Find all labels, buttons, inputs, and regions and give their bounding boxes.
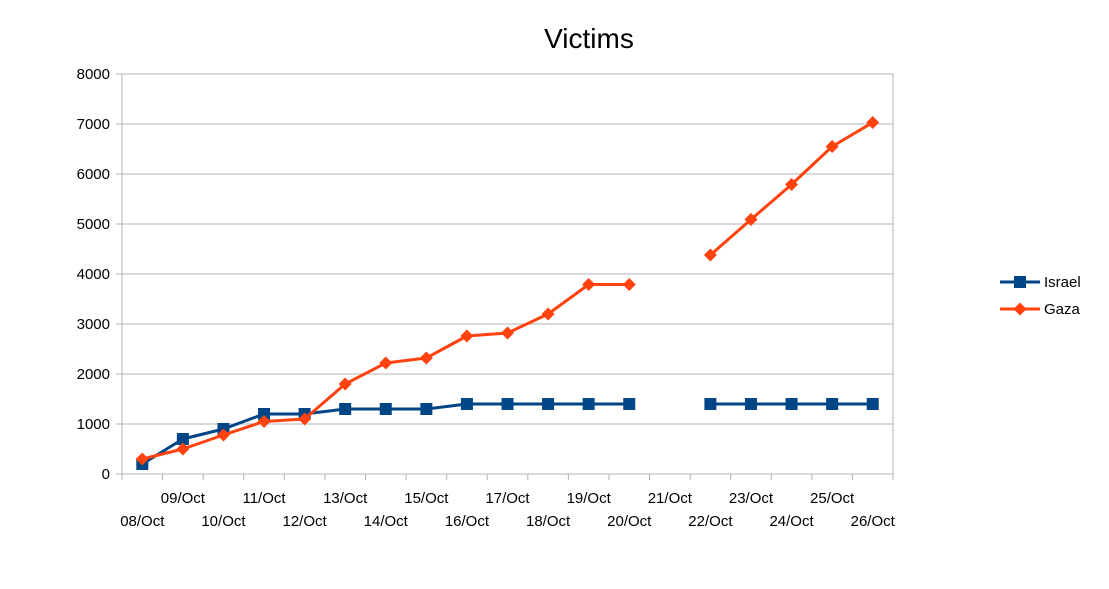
x-tick-label: 11/Oct — [242, 490, 286, 507]
data-point-israel — [623, 398, 636, 410]
data-point-gaza — [582, 278, 596, 291]
y-tick-label: 2000 — [77, 366, 110, 383]
legend-marker-gaza — [1013, 302, 1027, 316]
x-tick-label: 24/Oct — [769, 513, 814, 530]
x-tick-label: 13/Oct — [323, 490, 368, 507]
x-tick-label: 10/Oct — [201, 513, 246, 530]
data-point-israel — [501, 398, 514, 410]
data-point-gaza — [825, 140, 839, 153]
y-tick-label: 0 — [102, 466, 110, 483]
x-tick-label: 20/Oct — [607, 513, 652, 530]
x-tick-label: 22/Oct — [688, 513, 733, 530]
data-point-israel — [542, 398, 555, 410]
data-point-israel — [420, 403, 433, 415]
data-point-gaza — [298, 412, 312, 426]
data-point-gaza — [622, 278, 636, 291]
data-point-israel — [744, 398, 757, 410]
y-tick-label: 4000 — [77, 266, 110, 283]
plot-frame — [121, 73, 894, 475]
data-point-israel — [785, 398, 798, 410]
data-point-gaza — [501, 326, 514, 340]
data-point-gaza — [785, 178, 799, 191]
data-point-israel — [460, 398, 473, 410]
data-point-gaza — [703, 248, 717, 262]
legend-label-gaza: Gaza — [1044, 301, 1081, 318]
data-point-israel — [582, 398, 595, 410]
data-point-israel — [339, 403, 352, 415]
data-point-gaza — [866, 116, 880, 129]
chart-title: Victims — [544, 23, 634, 54]
y-tick-label: 8000 — [77, 66, 110, 83]
x-tick-label: 21/Oct — [648, 490, 693, 507]
x-tick-label: 25/Oct — [810, 490, 855, 507]
series-gaza — [135, 116, 880, 466]
x-tick-label: 14/Oct — [364, 513, 409, 530]
data-point-israel — [866, 398, 879, 410]
data-point-gaza — [176, 442, 190, 456]
data-point-gaza — [541, 307, 555, 321]
x-tick-label: 15/Oct — [404, 490, 449, 507]
data-point-israel — [704, 398, 717, 410]
x-tick-label: 16/Oct — [445, 513, 490, 530]
data-point-gaza — [216, 428, 230, 442]
series — [135, 116, 880, 470]
axes — [116, 73, 894, 480]
y-axis-ticks: 0 1000 2000 3000 4000 5000 6000 7000 8000 — [77, 66, 110, 483]
y-tick-label: 3000 — [77, 316, 110, 333]
data-point-gaza — [257, 415, 271, 428]
legend-marker-israel — [1014, 276, 1026, 288]
data-point-gaza — [744, 213, 758, 226]
grid-lines — [122, 73, 893, 425]
x-tick-label: 17/Oct — [485, 490, 530, 507]
legend-label-israel: Israel — [1044, 274, 1081, 291]
series-line-gaza — [141, 283, 630, 461]
series-israel — [136, 398, 879, 470]
y-tick-label: 7000 — [77, 116, 110, 133]
x-tick-label: 12/Oct — [283, 513, 328, 530]
data-point-gaza — [379, 356, 393, 370]
x-tick-label: 19/Oct — [567, 490, 612, 507]
data-point-gaza — [460, 329, 474, 343]
y-tick-label: 5000 — [77, 216, 110, 233]
x-tick-label: 08/Oct — [120, 513, 165, 530]
data-point-gaza — [419, 351, 433, 365]
x-tick-label: 23/Oct — [729, 490, 774, 507]
data-point-gaza — [338, 377, 352, 391]
x-tick-label: 09/Oct — [161, 490, 206, 507]
y-tick-label: 6000 — [77, 166, 110, 183]
data-point-israel — [176, 433, 189, 445]
y-tick-label: 1000 — [77, 416, 110, 433]
data-point-gaza — [135, 452, 149, 466]
data-point-israel — [258, 408, 271, 420]
data-point-israel — [826, 398, 839, 410]
x-tick-label: 26/Oct — [851, 513, 896, 530]
legend: Israel Gaza — [1000, 274, 1081, 318]
x-tick-label: 18/Oct — [526, 513, 571, 530]
data-point-israel — [379, 403, 392, 415]
x-axis-ticks: 08/Oct 09/Oct 10/Oct 11/Oct 12/Oct 13/Oct 14/O… — [120, 490, 895, 530]
